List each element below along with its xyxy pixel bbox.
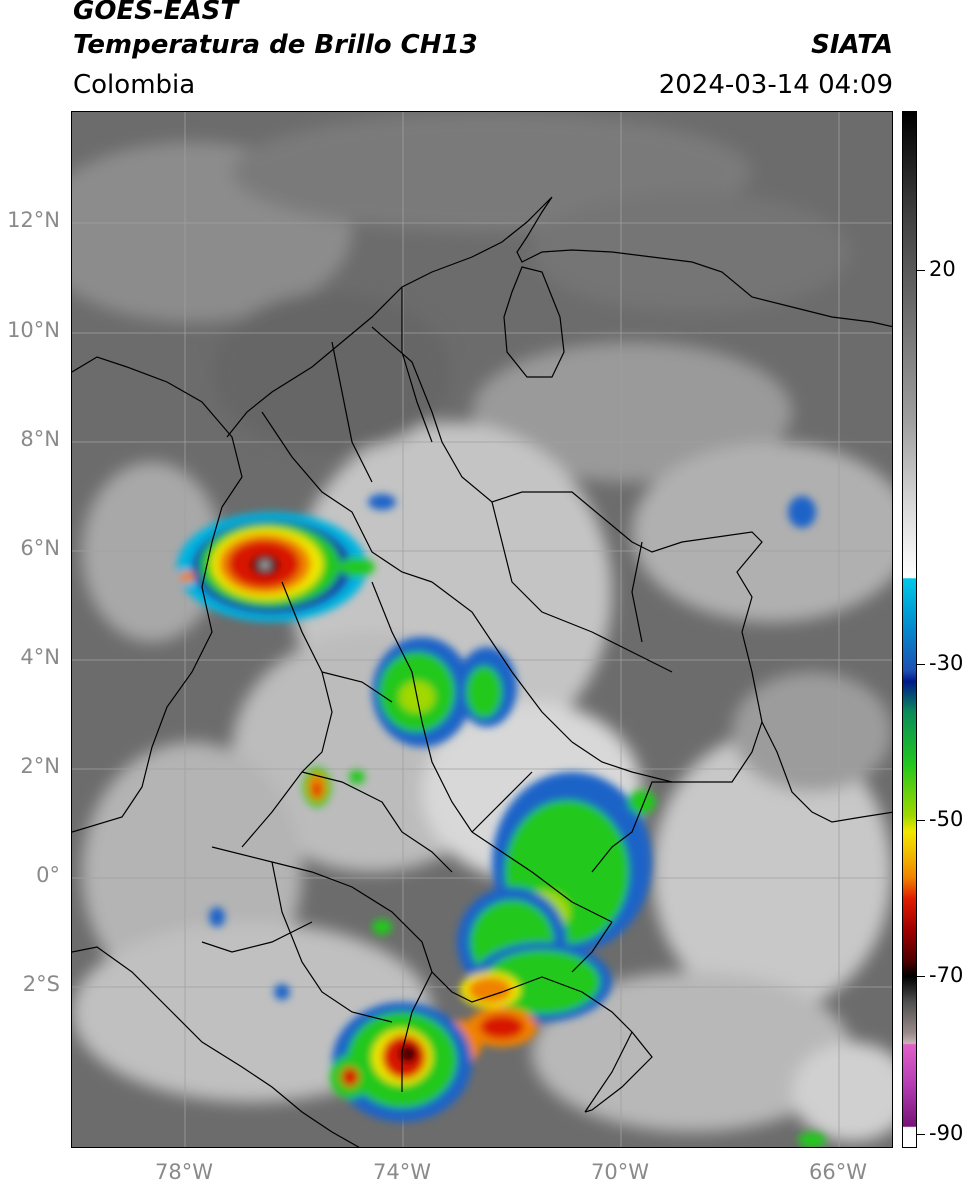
lon-label: 66°W xyxy=(809,1160,867,1184)
graticule xyxy=(72,112,892,1147)
colorbar-label: -50 xyxy=(929,807,964,831)
lat-label: 2°N xyxy=(20,754,60,778)
satellite-title: GOES-EAST xyxy=(73,0,239,26)
temperature-colorbar xyxy=(902,111,917,1148)
lat-label: 8°N xyxy=(20,427,60,451)
lat-label: 6°N xyxy=(20,536,60,560)
datetime-label: 2024-03-14 04:09 xyxy=(658,70,893,100)
boundaries xyxy=(72,196,892,1147)
organization-label: SIATA xyxy=(811,30,893,60)
colorbar-tick xyxy=(917,1134,925,1135)
product-title: Temperatura de Brillo CH13 xyxy=(73,30,478,60)
colorbar-tick xyxy=(917,664,925,665)
lon-label: 78°W xyxy=(155,1160,213,1184)
colorbar-label: -30 xyxy=(929,651,964,675)
region-label: Colombia xyxy=(73,70,196,100)
lat-label: 12°N xyxy=(7,208,60,232)
colorbar-label: -70 xyxy=(929,963,964,987)
lat-label: 10°N xyxy=(7,318,60,342)
colorbar-tick xyxy=(917,976,925,977)
colorbar-tick xyxy=(917,820,925,821)
lon-label: 70°W xyxy=(591,1160,649,1184)
satellite-map xyxy=(71,111,893,1148)
colorbar-label: 20 xyxy=(929,257,956,281)
lat-label: 2°S xyxy=(22,972,60,996)
lat-label: 0° xyxy=(36,863,60,887)
lon-label: 74°W xyxy=(373,1160,431,1184)
colorbar-label: -90 xyxy=(929,1121,964,1145)
storm-cells xyxy=(177,494,826,1147)
colorbar-tick xyxy=(917,270,925,271)
lat-label: 4°N xyxy=(20,645,60,669)
